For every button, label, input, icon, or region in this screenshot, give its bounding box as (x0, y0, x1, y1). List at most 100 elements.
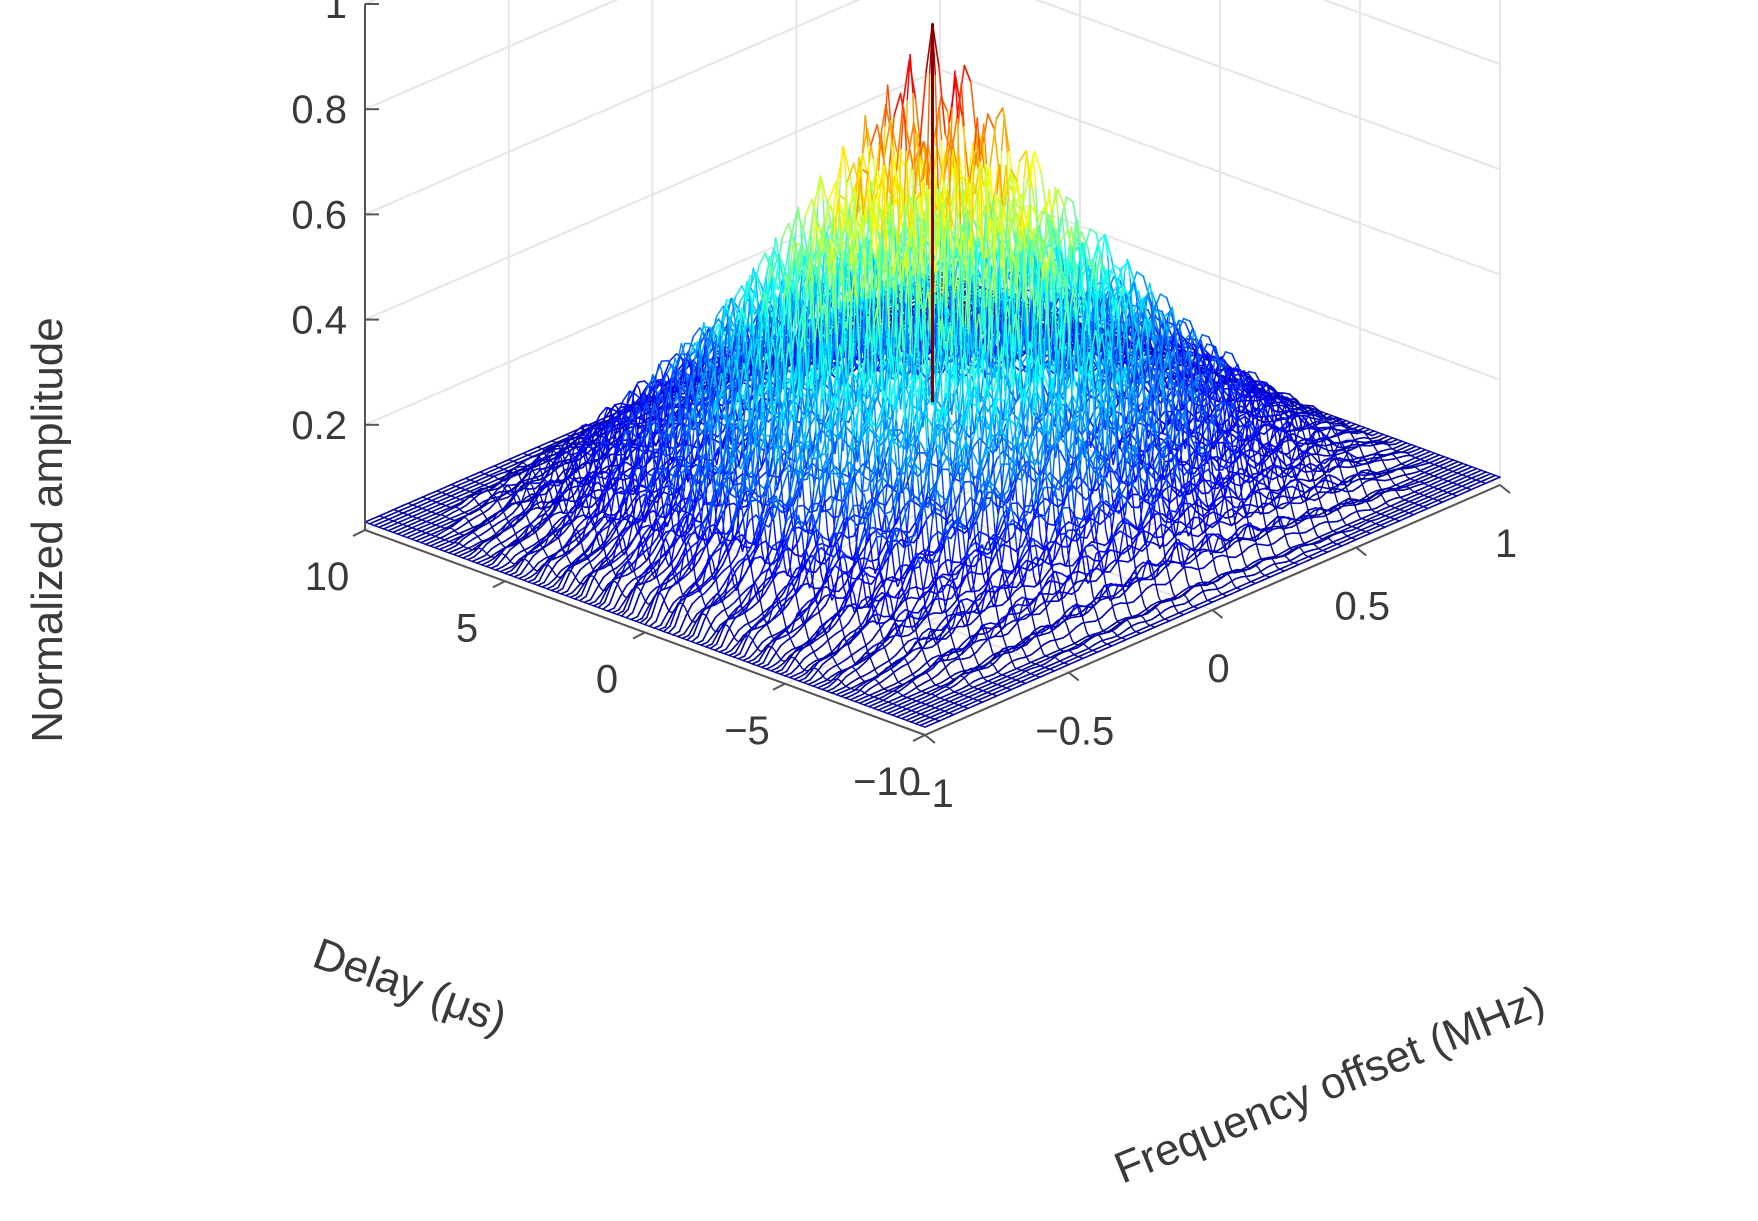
surface-segment (393, 524, 402, 529)
surface-segment (679, 501, 688, 513)
surface-segment (552, 578, 561, 587)
surface-segment (553, 517, 562, 526)
surface-segment (469, 515, 478, 522)
surface-segment (465, 499, 474, 507)
surface-segment (472, 471, 481, 476)
surface-segment (593, 560, 602, 570)
surface-mesh (364, 22, 1501, 728)
surface-segment (389, 522, 398, 528)
surface-segment (636, 493, 645, 501)
surface-segment (436, 509, 445, 514)
surface-segment (552, 511, 561, 516)
surface-segment (592, 546, 601, 553)
surface-segment (616, 491, 626, 495)
surface-segment (480, 561, 489, 566)
surface-segment (511, 515, 520, 523)
surface-segment (483, 470, 492, 475)
surface-segment (389, 507, 398, 512)
surface-segment (457, 511, 466, 517)
surface-segment (428, 490, 437, 496)
surface-segment (540, 519, 549, 529)
surface-segment (522, 576, 531, 582)
surface-segment (550, 537, 559, 544)
surface-segment (453, 479, 462, 485)
surface-segment (508, 571, 517, 576)
surface-segment (588, 600, 597, 605)
surface-segment (578, 595, 587, 602)
surface-segment (592, 553, 601, 561)
surface-segment (623, 467, 632, 474)
surface-segment (413, 500, 422, 506)
surface-segment (407, 529, 416, 534)
surface-segment (512, 504, 521, 514)
surface-segment (433, 503, 443, 508)
surface-segment (842, 147, 852, 177)
surface-segment (526, 543, 535, 550)
surface-segment (415, 522, 425, 527)
surface-segment (400, 506, 409, 511)
surface-segment (425, 525, 434, 531)
surface-segment (499, 568, 508, 573)
surface-segment (571, 585, 580, 594)
surface-segment (368, 520, 377, 525)
surface-segment (410, 535, 419, 541)
surface-segment (396, 504, 405, 510)
surface-segment (485, 465, 494, 471)
surface-segment (658, 448, 667, 457)
surface-segment (454, 546, 463, 551)
surface-segment (526, 480, 535, 485)
surface-segment (503, 476, 512, 485)
surface-segment (488, 471, 497, 477)
surface-segment (513, 550, 523, 557)
surface-segment (499, 474, 508, 483)
surface-segment (453, 535, 462, 541)
surface-segment (754, 272, 763, 287)
surface-segment (692, 327, 701, 338)
surface-segment (603, 536, 612, 547)
surface-segment (547, 577, 556, 586)
surface-segment (454, 502, 463, 509)
surface-segment (574, 594, 583, 600)
surface-segment (668, 472, 677, 479)
surface-segment (727, 326, 737, 364)
surface-segment (589, 507, 598, 517)
surface-segment (406, 518, 415, 524)
surface-segment (616, 610, 625, 616)
surface-segment (468, 549, 477, 557)
surface-segment (438, 545, 447, 551)
surface-segment (507, 463, 516, 469)
surface-segment (437, 494, 446, 499)
surface-segment (516, 468, 525, 473)
surface-segment (440, 485, 449, 490)
surface-segment (412, 531, 421, 536)
surface-segment (531, 549, 540, 554)
surface-segment (373, 521, 382, 527)
surface-segment (646, 467, 655, 474)
surface-segment (414, 511, 423, 516)
surface-segment (615, 399, 625, 418)
surface-segment (498, 509, 507, 517)
surface-segment (447, 522, 456, 528)
surface-segment (557, 574, 566, 589)
surface-segment (662, 564, 671, 573)
surface-segment (545, 462, 554, 478)
surface-segment (538, 519, 547, 527)
surface-segment (510, 470, 519, 479)
surface-segment (543, 440, 552, 446)
surface-segment (589, 587, 598, 601)
surface-segment (462, 533, 471, 540)
surface-segment (601, 524, 611, 531)
surface-segment (466, 474, 475, 479)
surface-segment (493, 472, 502, 478)
surface-segment (439, 528, 448, 535)
surface-segment (524, 493, 533, 499)
surface-segment (456, 523, 465, 530)
surface-segment (424, 540, 433, 546)
surface-segment (430, 496, 440, 502)
surface-segment (604, 453, 613, 460)
surface-segment (591, 489, 600, 494)
surface-segment (505, 512, 514, 520)
surface-segment (419, 497, 429, 503)
surface-segment (387, 527, 396, 532)
surface-segment (554, 554, 563, 560)
